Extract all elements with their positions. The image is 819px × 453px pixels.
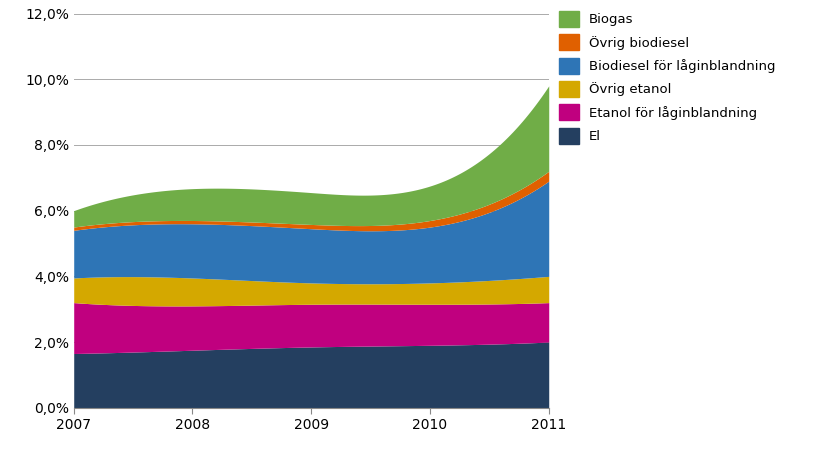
Legend: Biogas, Övrig biodiesel, Biodiesel för låginblandning, Övrig etanol, Etanol för : Biogas, Övrig biodiesel, Biodiesel för l… [554, 6, 781, 149]
